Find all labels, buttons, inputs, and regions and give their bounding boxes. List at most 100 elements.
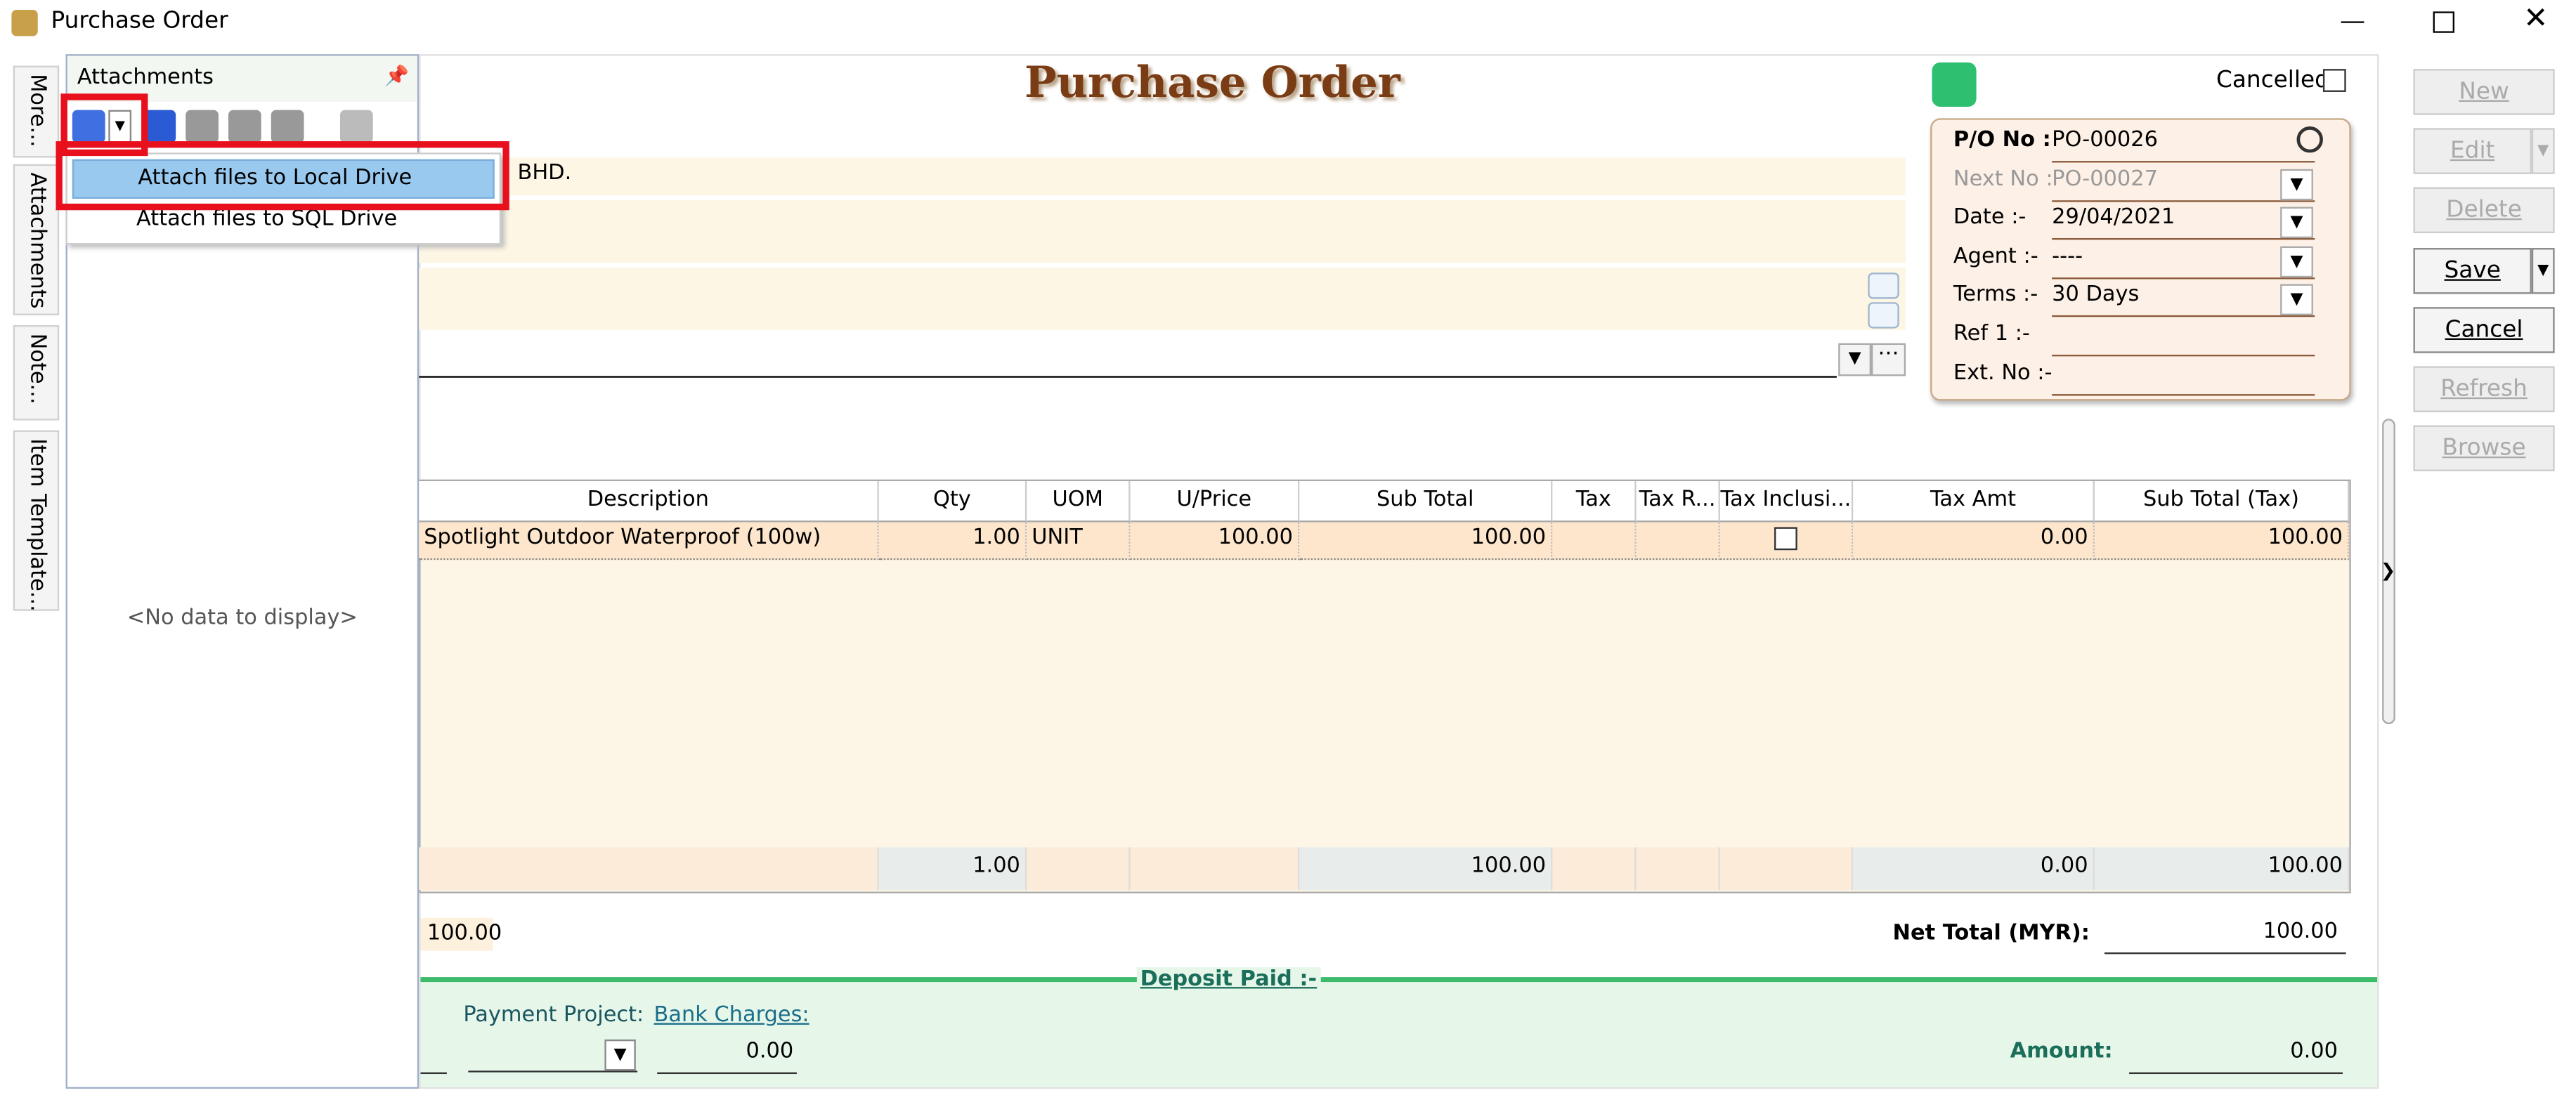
cell[interactable] (1552, 522, 1637, 560)
dropdown-button[interactable]: ▼ (2280, 284, 2313, 316)
dropdown-button[interactable]: ▼ (1838, 343, 1871, 376)
action-button: Browse (2413, 425, 2555, 472)
footer-cell: 100.00 (2094, 847, 2350, 891)
field-value[interactable]: ---- (2052, 244, 2315, 279)
toolbar-button[interactable] (271, 110, 304, 143)
cell[interactable]: 100.00 (2094, 522, 2350, 560)
bank-charges-link[interactable]: Bank Charges: (653, 1003, 809, 1028)
refresh-icon[interactable] (1868, 273, 1899, 299)
column-header[interactable]: Tax (1552, 481, 1637, 523)
column-header[interactable]: Qty (878, 481, 1027, 523)
share-button[interactable] (1932, 62, 1977, 107)
column-header[interactable]: U/Price (1130, 481, 1300, 523)
column-header[interactable]: Description (419, 481, 879, 523)
cancelled-checkbox[interactable] (2322, 69, 2346, 92)
cell[interactable]: 0.00 (1853, 522, 2095, 560)
toolbar-button[interactable] (143, 110, 176, 143)
toolbar-button[interactable] (72, 110, 105, 143)
footer-cell (1719, 847, 1854, 891)
scrollbar[interactable] (2382, 419, 2395, 725)
payment-project-label: Payment Project: (463, 1003, 644, 1028)
menu-item[interactable]: Attach files to SQL Drive (136, 206, 398, 232)
action-button: Delete (2413, 187, 2555, 233)
cell[interactable] (1636, 522, 1720, 560)
action-button: New (2413, 69, 2555, 115)
field-value[interactable]: PO-00027 (2052, 167, 2315, 202)
action-button[interactable]: Cancel (2413, 307, 2555, 353)
side-tab[interactable]: Note... (13, 324, 60, 421)
input-line (419, 376, 1837, 378)
column-header[interactable]: UOM (1027, 481, 1131, 523)
toolbar-button[interactable] (186, 110, 219, 143)
footer-cell (1027, 847, 1131, 891)
checkbox[interactable] (1774, 527, 1797, 551)
app-icon (11, 10, 38, 37)
net-total-label: Net Total (MYR): (1892, 921, 2090, 946)
toolbar-button[interactable] (339, 110, 373, 143)
amount-label: Amount: (2010, 1039, 2113, 1065)
field-label: P/O No : (1953, 128, 2051, 153)
field-label: Ext. No :- (1953, 360, 2053, 386)
field-value[interactable]: 30 Days (2052, 283, 2315, 318)
field-value[interactable] (2052, 322, 2315, 357)
payment-project-input[interactable] (468, 1038, 638, 1073)
maximize[interactable] (2433, 11, 2454, 33)
split-arrow[interactable]: ▼ (2531, 248, 2555, 294)
cell[interactable]: Spotlight Outdoor Waterproof (100w) (419, 522, 879, 560)
expand-arrow[interactable]: ❯ (2380, 560, 2396, 582)
minimize[interactable] (2341, 21, 2364, 23)
field-value[interactable] (2052, 360, 2315, 395)
refresh-icon[interactable] (1868, 302, 1899, 329)
cell[interactable] (1719, 522, 1854, 560)
split-arrow: ▼ (2531, 128, 2555, 174)
field-label: Next No : (1953, 166, 2053, 192)
panel-title: Attachments (77, 65, 214, 91)
action-button[interactable]: Save (2413, 248, 2532, 294)
input-line (420, 1072, 447, 1075)
cell[interactable]: 100.00 (1130, 522, 1300, 560)
field-value[interactable]: 29/04/2021 (2052, 206, 2315, 240)
field-label: Ref 1 :- (1953, 322, 2030, 347)
pin-icon[interactable]: 📌 (384, 64, 410, 87)
bank-charges-value[interactable]: 0.00 (657, 1040, 797, 1075)
menu-item[interactable]: Attach files to Local Drive (72, 159, 495, 199)
more-button[interactable]: ⋯ (1871, 343, 1906, 376)
toolbar-button[interactable] (228, 110, 261, 143)
action-button: Edit (2413, 128, 2532, 174)
dropdown-button[interactable]: ▼ (2280, 246, 2313, 277)
side-tab[interactable]: Attachments (13, 164, 60, 315)
address-2 (419, 268, 1906, 330)
field-label: Agent :- (1953, 244, 2038, 269)
net-total: 100.00 (2104, 919, 2346, 955)
column-header[interactable]: Tax Amt (1853, 481, 2095, 523)
footer-cell (1636, 847, 1720, 891)
column-header[interactable]: Sub Total (Tax) (2094, 481, 2350, 523)
dropdown-button[interactable]: ▼ (604, 1039, 636, 1071)
footer-cell (1130, 847, 1300, 891)
highlight-box (60, 93, 148, 157)
column-header[interactable]: Tax R... (1636, 481, 1720, 523)
field-label: Terms :- (1953, 283, 2038, 308)
left-amount: 100.00 (420, 917, 502, 951)
column-header[interactable]: Sub Total (1299, 481, 1553, 523)
action-button: Refresh (2413, 366, 2555, 412)
field-value[interactable]: PO-00026 (2052, 128, 2315, 163)
cell[interactable]: 100.00 (1299, 522, 1553, 560)
side-tab[interactable]: More... (13, 65, 60, 158)
form-title: Purchase Order (1024, 59, 1400, 109)
highlight-box (56, 141, 509, 211)
amount-value[interactable]: 0.00 (2129, 1040, 2343, 1075)
close[interactable]: ✕ (2523, 1, 2549, 37)
footer-cell (419, 847, 879, 891)
cancelled-label: Cancelled (2216, 67, 2329, 94)
cell[interactable]: UNIT (1027, 522, 1131, 560)
column-header[interactable]: Tax Inclusi... (1719, 481, 1854, 523)
cell[interactable]: 1.00 (878, 522, 1027, 560)
search-icon[interactable] (2296, 126, 2323, 153)
side-tab[interactable]: Item Template... (13, 430, 60, 612)
footer-cell: 100.00 (1299, 847, 1553, 891)
dropdown-button[interactable]: ▼ (2280, 207, 2313, 239)
dropdown-button[interactable]: ▼ (2280, 168, 2313, 200)
deposit-label: Deposit Paid :- (1136, 967, 1320, 992)
